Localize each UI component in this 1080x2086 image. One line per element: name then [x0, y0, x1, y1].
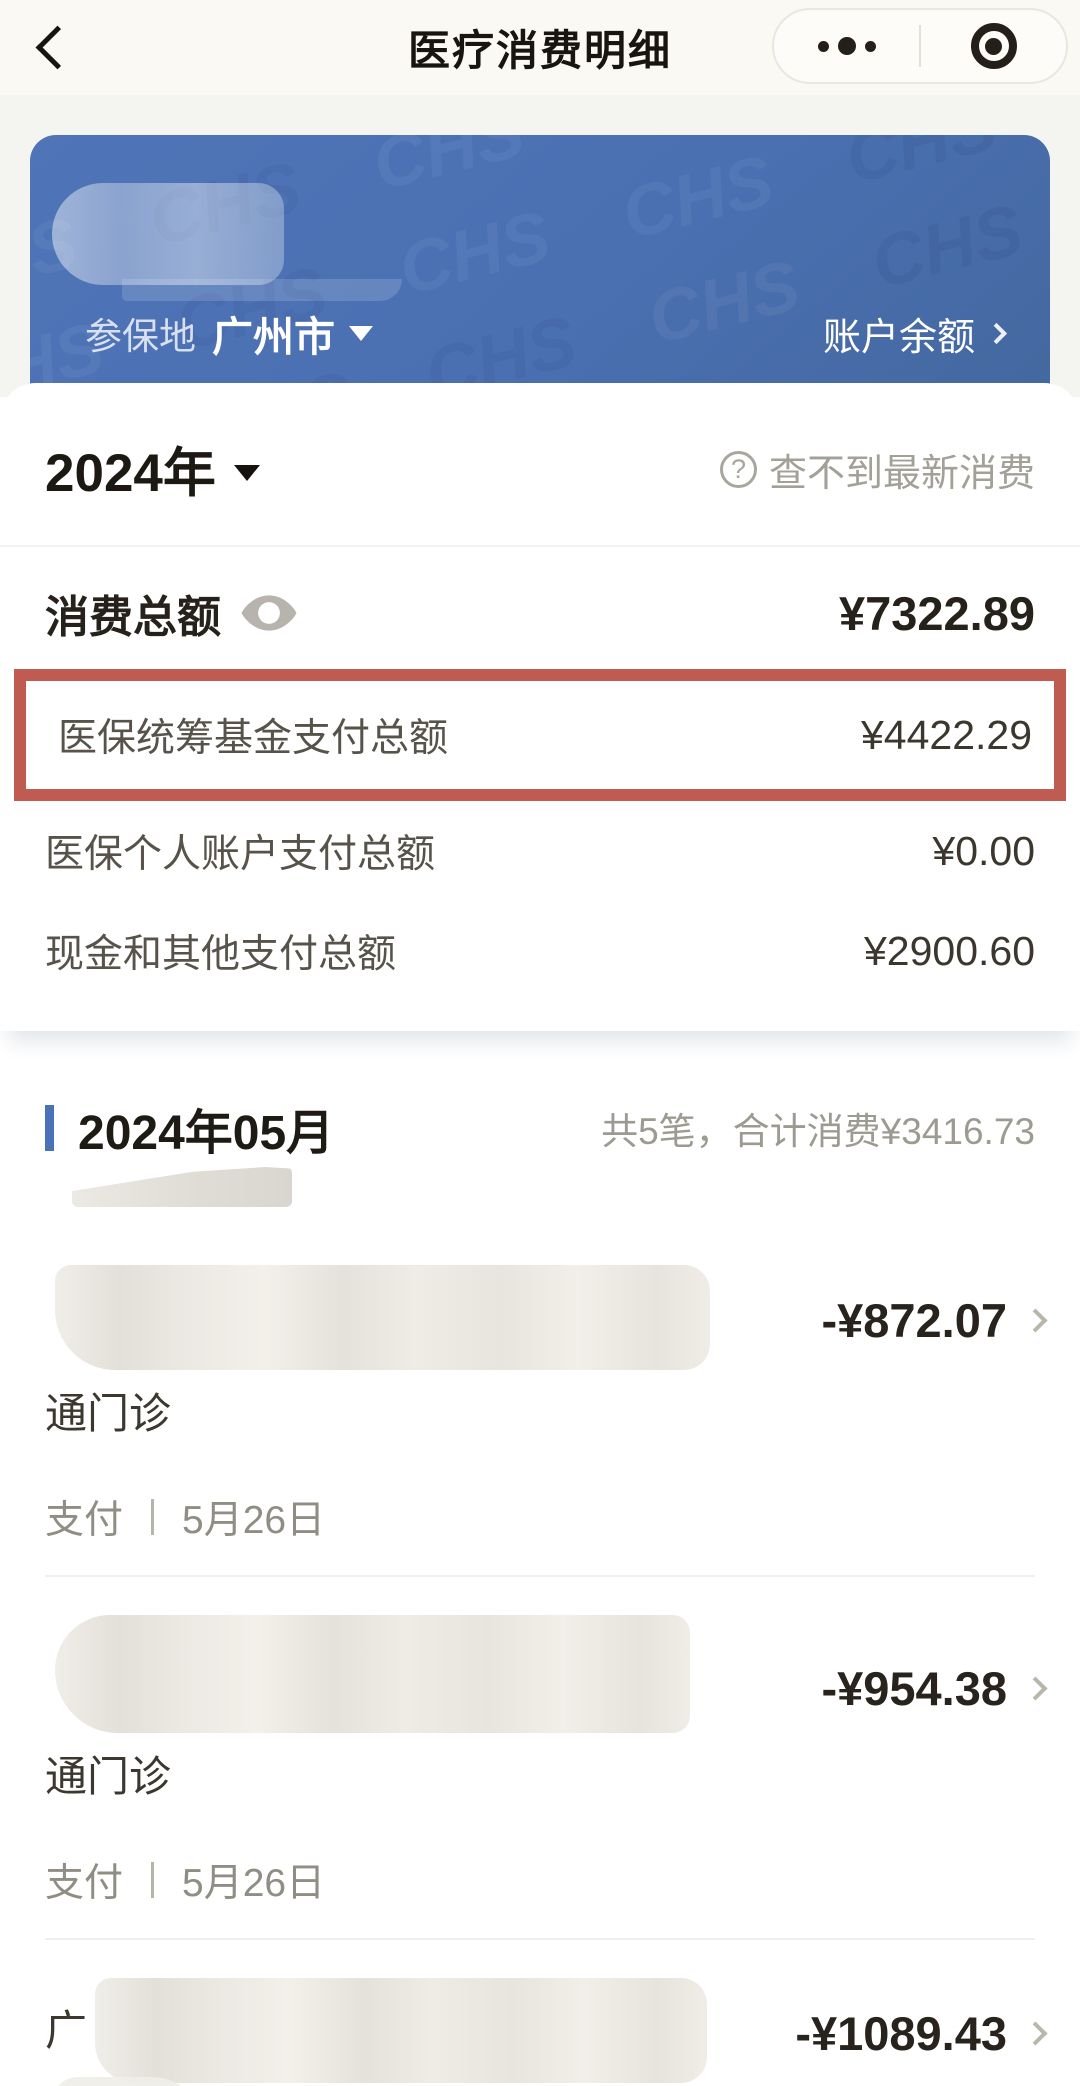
redacted-name-blur — [52, 183, 402, 301]
divider — [45, 1575, 1035, 1577]
hospital-name-visible: 广 — [45, 2007, 88, 2054]
watermark-text: CHS — [837, 135, 1005, 200]
transaction-amount: -¥872.07 — [821, 1294, 1007, 1347]
fund-payment-value: ¥4422.29 — [860, 711, 1032, 758]
chevron-right-icon — [1023, 2021, 1048, 2046]
back-button[interactable] — [30, 22, 80, 72]
accent-bar — [45, 1105, 54, 1151]
total-label-group: 消费总额 — [45, 581, 297, 645]
month-title: 2024年05月 — [78, 1107, 335, 1160]
more-menu-button[interactable] — [774, 10, 919, 82]
chevron-right-icon — [1023, 1308, 1048, 1333]
personal-account-label: 医保个人账户支付总额 — [45, 833, 436, 876]
transaction-date: 5月26日 — [182, 1499, 326, 1542]
page-title: 医疗消费明细 — [407, 27, 672, 74]
transaction-meta: 支付 5月26日 — [45, 1489, 1035, 1545]
transaction-name-line2: 通门诊 — [45, 1753, 172, 1800]
question-circle-icon: ? — [719, 450, 757, 488]
account-balance-label: 账户余额 — [822, 316, 975, 359]
redacted-name-blur — [55, 1615, 690, 1733]
watermark-text: CHS — [365, 135, 532, 206]
watermark-text: CHS — [588, 135, 755, 151]
insured-city-value: 广州市 — [212, 314, 335, 360]
month-title-group: 2024年05月 — [45, 1093, 334, 1163]
divider — [0, 545, 1080, 547]
highlighted-fund-payment-row: 医保统筹基金支付总额 ¥4422.29 — [14, 669, 1066, 801]
ellipsis-icon — [837, 37, 856, 55]
transaction-status: 支付 — [45, 1862, 124, 1905]
personal-account-payment-row: 医保个人账户支付总额 ¥0.00 — [0, 801, 1080, 901]
missing-consumption-help-link[interactable]: ? 查不到最新消费 — [719, 442, 1035, 497]
total-consumption-row: 消费总额 ¥7322.89 — [0, 547, 1080, 659]
transaction-name-row: 广 — [45, 1978, 1035, 2083]
watermark-text: CHS — [614, 140, 782, 255]
transaction-meta: 支付 5月26日 — [45, 1852, 1035, 1908]
eye-icon[interactable] — [241, 594, 297, 632]
chevron-right-icon — [1023, 1676, 1048, 1701]
total-consumption-label: 消费总额 — [45, 593, 221, 642]
year-selector[interactable]: 2024年 — [45, 431, 260, 507]
account-balance-link[interactable]: 账户余额 — [822, 306, 1008, 361]
ellipsis-icon — [864, 40, 876, 52]
chevron-right-icon — [985, 322, 1008, 344]
insured-place-label: 参保地 — [85, 316, 196, 357]
personal-account-value: ¥0.00 — [932, 827, 1035, 874]
insured-place-selector[interactable]: 参保地 广州市 — [85, 303, 373, 363]
transaction-date: 5月26日 — [182, 1862, 326, 1905]
cash-other-payment-row: 现金和其他支付总额 ¥2900.60 — [0, 901, 1080, 1001]
transaction-amount-group: -¥1089.43 — [795, 2006, 1048, 2061]
minimize-button[interactable] — [921, 10, 1066, 82]
cash-other-value: ¥2900.60 — [863, 927, 1035, 974]
meta-divider — [151, 1862, 155, 1898]
ellipsis-icon — [817, 40, 829, 52]
caret-down-icon — [233, 465, 260, 481]
month-summary-text: 共5笔，合计消费¥3416.73 — [601, 1111, 1035, 1152]
year-value: 2024年 — [45, 444, 216, 503]
fund-payment-label: 医保统筹基金支付总额 — [58, 717, 449, 760]
transaction-name-row — [45, 1615, 1035, 1733]
redaction-blur — [72, 1167, 292, 1207]
transaction-amount: -¥1089.43 — [795, 2007, 1007, 2060]
cash-other-label: 现金和其他支付总额 — [45, 933, 397, 976]
transaction-amount-group: -¥872.07 — [821, 1293, 1048, 1348]
insurance-banner: CHS CHS CHS CHS CHS CHS CHS CHS CHS CHS … — [30, 135, 1050, 397]
year-filter-row: 2024年 ? 查不到最新消费 — [0, 383, 1080, 507]
watermark-text: CHS — [863, 189, 1031, 305]
transaction-item[interactable]: -¥872.07 通门诊 支付 5月26日 — [0, 1227, 1080, 1545]
summary-card: 2024年 ? 查不到最新消费 消费总额 ¥7322.89 医保统筹基金支付总额… — [0, 383, 1080, 1031]
miniprogram-capsule — [772, 8, 1068, 84]
transaction-amount: -¥954.38 — [821, 1662, 1007, 1715]
total-consumption-value: ¥7322.89 — [838, 586, 1035, 640]
banner-area: CHS CHS CHS CHS CHS CHS CHS CHS CHS CHS … — [0, 95, 1080, 397]
watermark-text: CHS — [391, 196, 559, 311]
redacted-name-blur — [95, 1978, 708, 2083]
meta-divider — [151, 1499, 155, 1535]
caret-down-icon — [349, 325, 373, 341]
redacted-name-blur — [55, 1265, 710, 1370]
redaction-blur — [53, 2077, 203, 2086]
month-section: 2024年05月 共5笔，合计消费¥3416.73 -¥872.07 通门诊 支… — [0, 1031, 1080, 2086]
help-link-label: 查不到最新消费 — [768, 452, 1035, 495]
transaction-item[interactable]: -¥954.38 通门诊 支付 5月26日 — [0, 1577, 1080, 1908]
transaction-name-line2: 通门诊 — [45, 1390, 172, 1437]
capsule-divider — [919, 25, 921, 67]
transaction-name-row — [45, 1265, 1035, 1370]
nav-bar: 医疗消费明细 — [0, 0, 1080, 95]
transaction-amount-group: -¥954.38 — [821, 1661, 1048, 1716]
target-icon — [970, 23, 1017, 69]
transaction-item[interactable]: 广 -¥1089.43 通门诊 支付 5月18日 — [0, 1940, 1080, 2086]
banner-bottom-row: 参保地 广州市 账户余额 — [85, 303, 1008, 363]
transaction-status: 支付 — [45, 1499, 124, 1542]
divider — [45, 1938, 1035, 1940]
month-header: 2024年05月 共5笔，合计消费¥3416.73 — [0, 1093, 1080, 1163]
